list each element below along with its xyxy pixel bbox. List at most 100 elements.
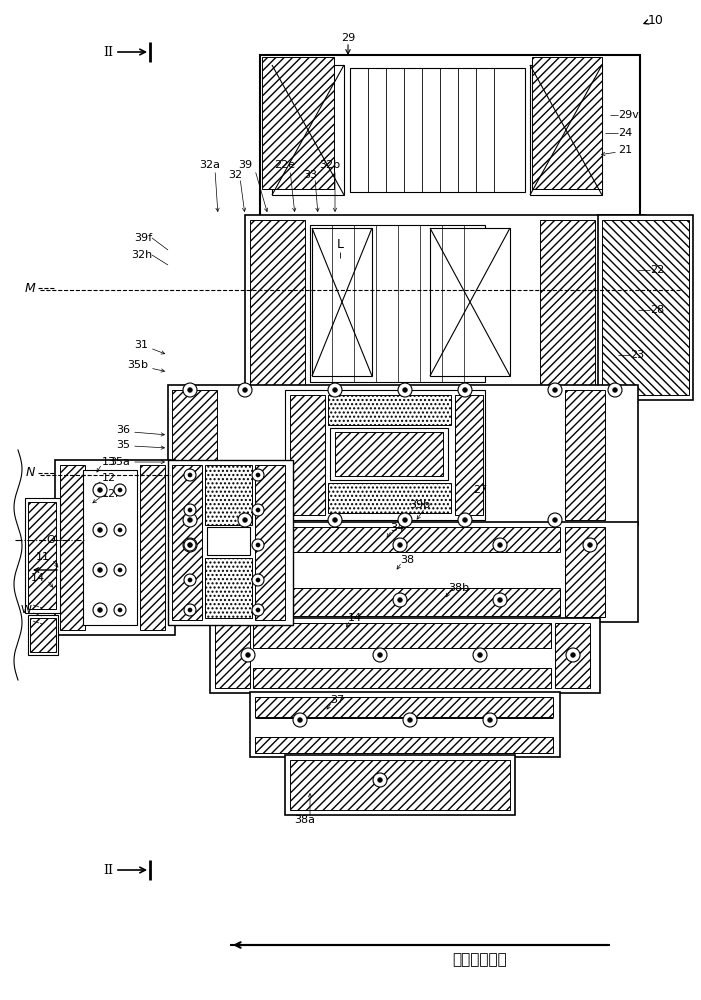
Text: W: W <box>21 605 32 615</box>
Circle shape <box>256 578 260 582</box>
Bar <box>168 522 638 622</box>
Circle shape <box>402 518 407 522</box>
Circle shape <box>183 538 197 552</box>
Circle shape <box>188 388 193 392</box>
Bar <box>250 692 560 757</box>
Bar <box>28 615 58 655</box>
Circle shape <box>587 543 592 547</box>
Text: 36: 36 <box>116 425 130 435</box>
Circle shape <box>397 543 402 547</box>
Text: 14: 14 <box>348 613 362 623</box>
Bar <box>210 618 600 693</box>
Circle shape <box>188 608 192 612</box>
Circle shape <box>393 593 407 607</box>
Circle shape <box>243 518 247 522</box>
Bar <box>140 465 165 630</box>
Circle shape <box>184 539 196 551</box>
Circle shape <box>97 528 102 532</box>
Bar <box>83 470 137 625</box>
Text: 39: 39 <box>238 160 252 170</box>
Circle shape <box>548 513 562 527</box>
Circle shape <box>97 608 102 612</box>
Text: 12: 12 <box>102 473 116 483</box>
Bar <box>205 465 252 525</box>
Bar <box>285 755 515 815</box>
Bar <box>555 623 590 688</box>
Text: 32a: 32a <box>200 160 221 170</box>
Circle shape <box>252 504 264 516</box>
Circle shape <box>378 653 383 657</box>
Circle shape <box>114 564 126 576</box>
Circle shape <box>114 524 126 536</box>
Text: 23: 23 <box>630 350 644 360</box>
Bar <box>430 228 510 376</box>
Text: 22e: 22e <box>274 160 296 170</box>
Circle shape <box>332 518 337 522</box>
Text: 34: 34 <box>390 523 404 533</box>
Circle shape <box>97 568 102 572</box>
Circle shape <box>397 598 402 602</box>
Text: 38: 38 <box>400 555 414 565</box>
Circle shape <box>93 483 107 497</box>
Circle shape <box>552 388 557 392</box>
Text: II: II <box>103 863 113 876</box>
Circle shape <box>378 778 383 782</box>
Circle shape <box>498 543 503 547</box>
Circle shape <box>552 518 557 522</box>
Circle shape <box>458 513 472 527</box>
Text: II: II <box>103 45 113 58</box>
Bar <box>565 390 605 520</box>
Bar <box>172 390 217 520</box>
Text: 29: 29 <box>341 33 355 43</box>
Circle shape <box>188 543 192 547</box>
Circle shape <box>498 598 503 602</box>
Circle shape <box>183 513 197 527</box>
Text: 27: 27 <box>473 485 487 495</box>
Circle shape <box>477 653 482 657</box>
Bar <box>172 465 202 620</box>
Circle shape <box>188 508 192 512</box>
Text: 38b: 38b <box>448 583 469 593</box>
Bar <box>455 395 483 515</box>
Text: 车宽方向外侧: 车宽方向外侧 <box>453 952 508 968</box>
Text: 35: 35 <box>116 440 130 450</box>
Bar <box>328 483 451 513</box>
Circle shape <box>483 713 497 727</box>
Circle shape <box>188 578 192 582</box>
Text: N: N <box>26 466 35 480</box>
Text: 22: 22 <box>650 265 665 275</box>
Text: 35a: 35a <box>109 457 130 467</box>
Bar <box>602 220 689 395</box>
Circle shape <box>188 543 193 547</box>
Circle shape <box>373 648 387 662</box>
Text: 14: 14 <box>31 573 45 583</box>
Circle shape <box>407 718 412 722</box>
Bar <box>260 55 640 220</box>
Text: 29v: 29v <box>618 110 639 120</box>
Bar <box>262 57 334 189</box>
Bar <box>168 460 293 625</box>
Bar <box>205 558 252 618</box>
Circle shape <box>548 383 562 397</box>
Circle shape <box>297 718 302 722</box>
Bar <box>168 385 638 525</box>
Circle shape <box>493 538 507 552</box>
Circle shape <box>114 484 126 496</box>
Circle shape <box>245 653 250 657</box>
Text: 32: 32 <box>228 170 242 180</box>
Text: 32h: 32h <box>131 250 152 260</box>
Circle shape <box>188 473 192 477</box>
Circle shape <box>293 713 307 727</box>
Circle shape <box>463 388 468 392</box>
Circle shape <box>93 563 107 577</box>
Circle shape <box>252 604 264 616</box>
Circle shape <box>184 504 196 516</box>
Text: M: M <box>25 282 35 294</box>
Text: 13: 13 <box>102 457 116 467</box>
Text: 39f: 39f <box>134 233 152 243</box>
Bar <box>310 225 485 382</box>
Circle shape <box>256 608 260 612</box>
Bar <box>30 618 56 652</box>
Bar <box>253 668 551 688</box>
Circle shape <box>328 513 342 527</box>
